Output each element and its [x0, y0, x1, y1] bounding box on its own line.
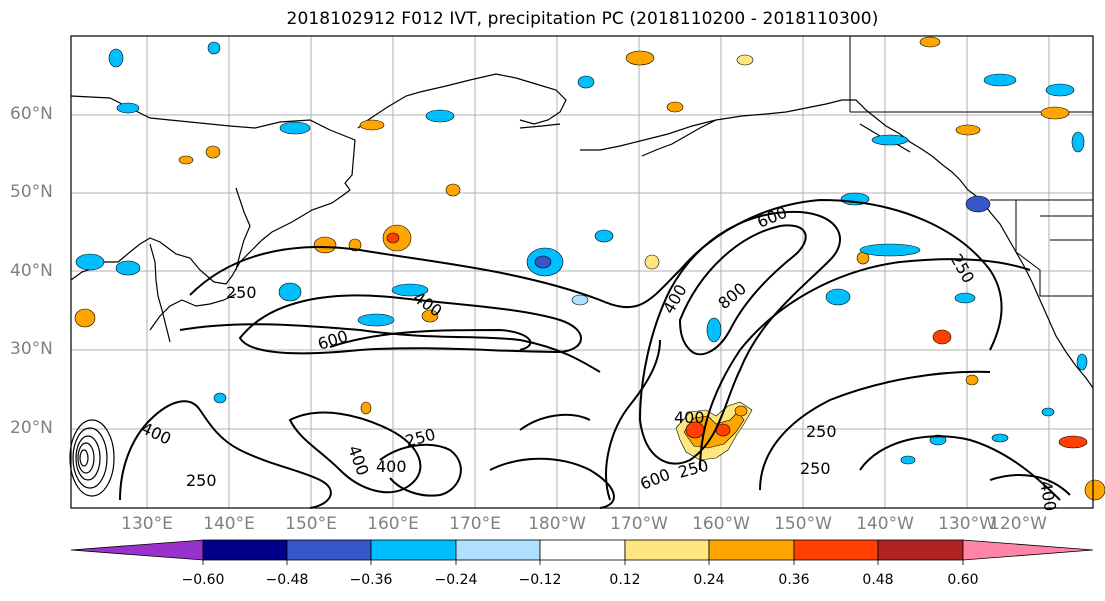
contour-label: 250	[186, 471, 217, 490]
lon-label: 120°W	[989, 514, 1047, 534]
typhoon-contours	[69, 419, 115, 497]
lon-label: 160°W	[692, 514, 750, 534]
colorbar-tick-label: −0.24	[434, 572, 478, 588]
coastlines	[70, 73, 1094, 389]
colorbar-tick-label: 0.60	[947, 572, 979, 588]
precip-positive-patches	[74, 36, 1105, 501]
colorbar-tick-label: −0.36	[349, 572, 393, 588]
colorbar-tick-label: 0.36	[778, 572, 810, 588]
lon-label: 180°W	[528, 514, 586, 534]
precip-negative-patches	[75, 41, 1088, 465]
lon-label: 170°E	[449, 514, 501, 534]
contour-label: 250	[800, 459, 831, 478]
ivt-contours	[119, 198, 1071, 509]
contour-label: 250	[226, 283, 257, 302]
lat-label: 20°N	[10, 418, 53, 438]
lon-label: 150°W	[774, 514, 832, 534]
colorbar-tick-label: 0.24	[693, 572, 725, 588]
lon-label: 130°W	[938, 514, 996, 534]
contour-label: 400	[376, 457, 407, 476]
lon-label: 130°E	[121, 514, 173, 534]
contour-label: 400	[674, 408, 705, 427]
lon-label: 170°W	[610, 514, 668, 534]
lon-label: 140°W	[856, 514, 914, 534]
lat-label: 30°N	[10, 339, 53, 359]
colorbar-tick-label: −0.60	[181, 572, 225, 588]
lat-label: 50°N	[10, 182, 53, 202]
lon-label: 150°E	[285, 514, 337, 534]
lon-label: 140°E	[203, 514, 255, 534]
map-title: 2018102912 F012 IVT, precipitation PC (2…	[286, 9, 879, 29]
lat-label: 40°N	[10, 261, 53, 281]
lat-label: 60°N	[10, 104, 53, 124]
colorbar	[70, 539, 1094, 565]
lon-label: 160°E	[367, 514, 419, 534]
colorbar-tick-label: 0.12	[609, 572, 641, 588]
colorbar-tick-label: −0.12	[518, 572, 562, 588]
contour-label: 250	[806, 422, 837, 441]
colorbar-tick-label: 0.48	[862, 572, 894, 588]
colorbar-tick-label: −0.48	[265, 572, 309, 588]
